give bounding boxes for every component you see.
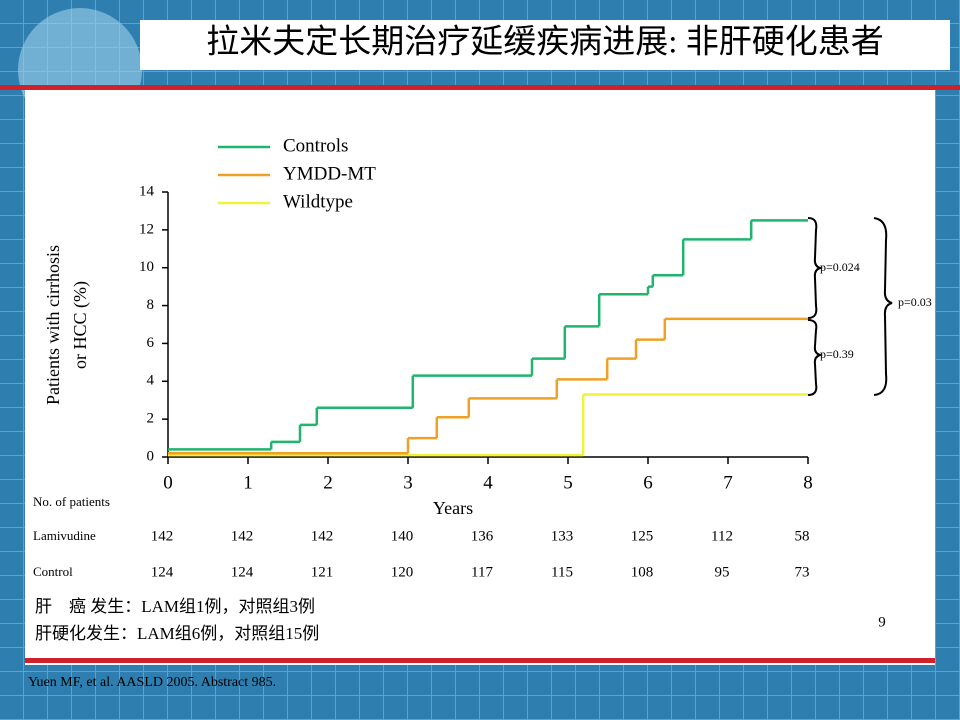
bracket — [873, 217, 893, 396]
risk-value: 120 — [391, 564, 414, 580]
bracket — [807, 217, 824, 319]
risk-value: 136 — [471, 528, 494, 544]
risk-row-label: Lamivudine — [33, 528, 96, 543]
y-tick-label: 2 — [147, 411, 155, 427]
risk-value: 95 — [715, 564, 730, 580]
risk-row-label: Control — [33, 564, 73, 579]
y-axis-title: Patients with cirrhosis — [43, 245, 63, 405]
x-tick-label: 8 — [803, 472, 813, 493]
y-tick-label: 10 — [139, 259, 154, 275]
x-tick-label: 4 — [483, 472, 493, 493]
risk-value: 73 — [795, 564, 810, 580]
legend-label: YMDD-MT — [283, 163, 376, 184]
risk-table-title: No. of patients — [33, 494, 110, 509]
red-rule — [25, 658, 935, 663]
note: 肝 癌 发生：LAM组1例，对照组3例 — [35, 597, 315, 616]
page-number: 9 — [878, 614, 886, 630]
p-value: p=0.024 — [820, 260, 860, 274]
risk-value: 112 — [711, 528, 733, 544]
x-tick-label: 5 — [563, 472, 573, 493]
x-tick-label: 3 — [403, 472, 413, 493]
risk-value: 108 — [631, 564, 654, 580]
risk-value: 124 — [231, 564, 254, 580]
x-tick-label: 2 — [323, 472, 333, 493]
risk-value: 58 — [795, 528, 810, 544]
x-axis-title: Years — [433, 498, 473, 518]
risk-value: 140 — [391, 528, 414, 544]
p-value: p=0.39 — [820, 347, 854, 361]
risk-value: 142 — [151, 528, 174, 544]
risk-value: 142 — [311, 528, 334, 544]
slide-title: 拉米夫定长期治疗延缓疾病进展: 非肝硬化患者 — [206, 24, 883, 61]
citation: Yuen MF, et al. AASLD 2005. Abstract 985… — [28, 675, 276, 690]
x-tick-label: 6 — [643, 472, 653, 493]
risk-value: 133 — [551, 528, 574, 544]
risk-value: 121 — [311, 564, 334, 580]
x-tick-label: 7 — [723, 472, 733, 493]
y-axis-title: or HCC (%) — [70, 281, 91, 369]
p-value: p=0.03 — [898, 295, 932, 309]
brackets — [807, 217, 893, 396]
note: 肝硬化发生：LAM组6例，对照组15例 — [35, 624, 319, 643]
red-rule — [0, 85, 960, 90]
title-bar — [140, 20, 950, 70]
risk-value: 117 — [471, 564, 493, 580]
y-tick-label: 4 — [147, 373, 155, 389]
legend-label: Wildtype — [283, 191, 353, 212]
y-tick-label: 12 — [139, 221, 154, 237]
y-tick-label: 0 — [147, 448, 155, 464]
risk-value: 142 — [231, 528, 254, 544]
risk-value: 124 — [151, 564, 174, 580]
risk-value: 115 — [551, 564, 573, 580]
bracket — [807, 319, 824, 396]
legend-label: Controls — [283, 135, 348, 156]
y-tick-label: 14 — [139, 183, 155, 199]
x-tick-label: 0 — [163, 472, 173, 493]
x-tick-label: 1 — [243, 472, 253, 493]
y-tick-label: 8 — [147, 297, 155, 313]
y-tick-label: 6 — [147, 335, 155, 351]
risk-value: 125 — [631, 528, 654, 544]
